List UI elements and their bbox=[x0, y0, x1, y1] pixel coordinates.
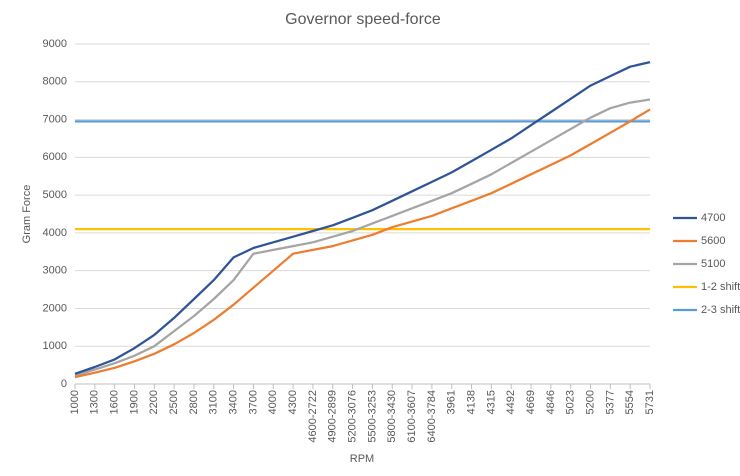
x-tick-label: 4300 bbox=[287, 390, 299, 414]
x-tick-label: 1000 bbox=[69, 390, 81, 414]
x-tick-label: 5200-3076 bbox=[346, 390, 358, 443]
x-tick-label: 3961 bbox=[446, 390, 458, 414]
y-tick-label: 9000 bbox=[43, 38, 67, 50]
y-tick-label: 6000 bbox=[43, 151, 67, 163]
series-line bbox=[74, 108, 651, 379]
legend-label: 1-2 shift bbox=[701, 281, 740, 293]
x-tick-label: 5023 bbox=[565, 390, 577, 414]
x-tick-label: 4900-2899 bbox=[327, 390, 339, 443]
series-line bbox=[74, 61, 651, 375]
x-tick-label: 3700 bbox=[247, 390, 259, 414]
x-tick-label: 5554 bbox=[624, 390, 636, 414]
legend-label: 4700 bbox=[701, 212, 725, 224]
x-tick-label: 5800-3430 bbox=[386, 390, 398, 443]
x-tick-label: 2500 bbox=[168, 390, 180, 414]
y-tick-label: 1000 bbox=[43, 340, 67, 352]
y-tick-label: 5000 bbox=[43, 189, 67, 201]
y-tick-label: 0 bbox=[61, 378, 67, 390]
y-tick-label: 8000 bbox=[43, 76, 67, 88]
y-tick-label: 3000 bbox=[43, 265, 67, 277]
x-tick-label: 1300 bbox=[89, 390, 101, 414]
y-tick-label: 4000 bbox=[43, 227, 67, 239]
x-tick-label: 2200 bbox=[148, 390, 160, 414]
chart-title: Governor speed-force bbox=[285, 11, 441, 28]
x-tick-label: 4492 bbox=[505, 390, 517, 414]
x-tick-label: 1900 bbox=[128, 390, 140, 414]
y-axis-title: Gram Force bbox=[21, 185, 33, 244]
legend-label: 5100 bbox=[701, 258, 725, 270]
x-tick-label: 4846 bbox=[545, 390, 557, 414]
x-tick-label: 6400-3784 bbox=[426, 390, 438, 443]
x-tick-label: 4138 bbox=[465, 390, 477, 414]
x-tick-label: 4600-2722 bbox=[307, 390, 319, 443]
x-tick-label: 5377 bbox=[604, 390, 616, 414]
x-tick-label: 2800 bbox=[188, 390, 200, 414]
x-tick-label: 4315 bbox=[485, 390, 497, 414]
legend-label: 5600 bbox=[701, 235, 725, 247]
x-tick-label: 6100-3607 bbox=[406, 390, 418, 443]
series-line bbox=[74, 98, 651, 377]
x-tick-label: 3400 bbox=[228, 390, 240, 414]
x-tick-label: 4000 bbox=[267, 390, 279, 414]
x-tick-label: 5200 bbox=[584, 390, 596, 414]
legend-label: 2-3 shift bbox=[701, 304, 740, 316]
x-tick-label: 1600 bbox=[109, 390, 121, 414]
x-tick-label: 4669 bbox=[525, 390, 537, 414]
x-axis-title: RPM bbox=[350, 453, 374, 465]
y-tick-label: 2000 bbox=[43, 302, 67, 314]
y-tick-label: 7000 bbox=[43, 113, 67, 125]
x-tick-label: 5731 bbox=[644, 390, 656, 414]
x-tick-label: 5500-3253 bbox=[366, 390, 378, 443]
x-tick-label: 3100 bbox=[208, 390, 220, 414]
